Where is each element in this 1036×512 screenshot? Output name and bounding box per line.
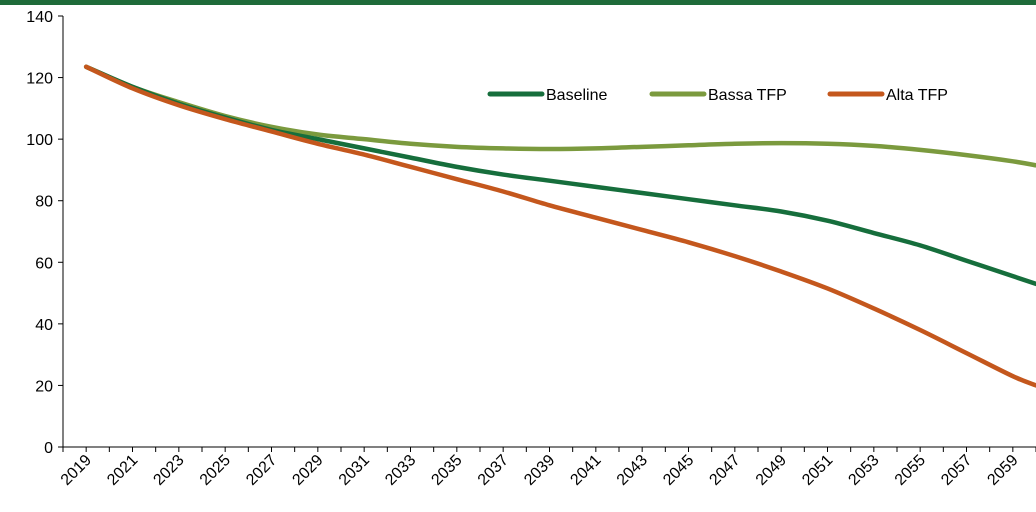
x-tick-label: 2035 [428,452,465,489]
x-tick-label: 2041 [567,452,604,489]
y-tick-label: 80 [35,194,53,211]
series-line-bassa-tfp [83,64,1036,168]
x-tick-label: 2027 [243,452,280,489]
x-tick-label: 2057 [938,452,975,489]
x-tick-label: 2025 [197,452,234,489]
y-tick-label: 120 [26,71,53,88]
y-tick-label: 60 [35,255,53,272]
series-line-alta-tfp [83,64,1036,388]
x-tick-label: 2045 [660,452,697,489]
x-tick-label: 2029 [289,452,326,489]
y-tick-label: 140 [26,9,53,26]
top-rule [0,0,1036,5]
x-tick-label: 2037 [475,452,512,489]
x-tick-label: 2033 [382,452,419,489]
x-tick-label: 2023 [150,452,187,489]
x-tick-label: 2053 [845,452,882,489]
legend-label: Alta TFP [886,87,948,104]
x-tick-label: 2055 [892,452,929,489]
x-tick-label: 2049 [753,452,790,489]
x-tick-label: 2051 [799,452,836,489]
x-tick-label: 2031 [336,452,373,489]
y-tick-label: 0 [44,440,53,457]
y-tick-label: 100 [26,132,53,149]
y-tick-label: 20 [35,378,53,395]
x-tick-label: 2047 [706,452,743,489]
x-tick-label: 2019 [58,452,95,489]
legend-label: Bassa TFP [708,87,787,104]
x-tick-label: 2021 [104,452,141,489]
x-tick-label: 2059 [984,452,1021,489]
x-tick-label: 2043 [614,452,651,489]
y-tick-label: 40 [35,317,53,334]
legend-label: Baseline [546,87,607,104]
x-tick-label: 2039 [521,452,558,489]
